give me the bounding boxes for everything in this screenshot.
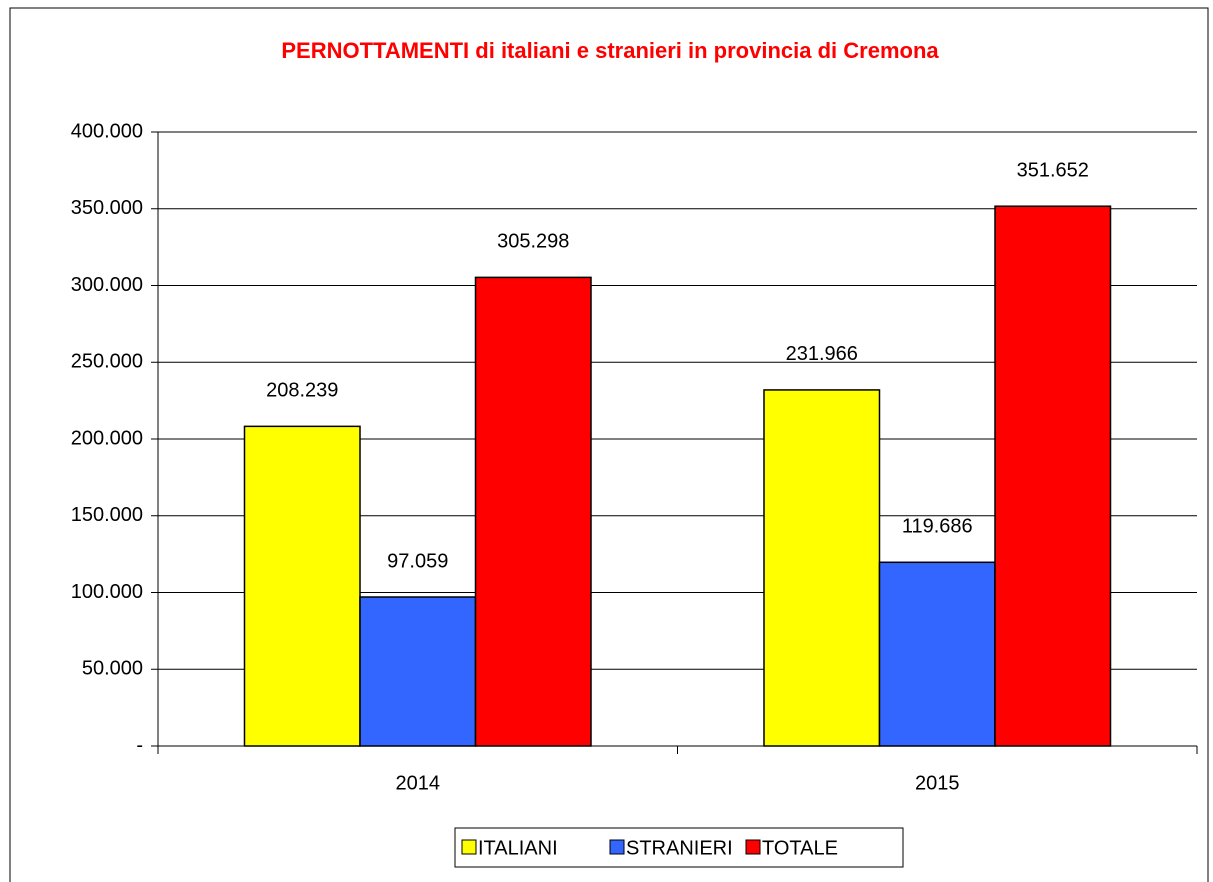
legend-label: TOTALE [762,837,838,859]
y-tick-label: 50.000 [82,658,143,680]
y-tick-label: 300.000 [71,274,143,296]
y-tick-label: 400.000 [71,120,143,142]
legend-swatch [745,839,761,855]
y-tick-label: - [136,734,143,756]
y-tick-label: 200.000 [71,427,143,449]
bar [474,276,592,747]
bar [878,561,996,747]
y-tick-label: 150.000 [71,504,143,526]
legend-swatch [609,839,625,855]
value-label: 97.059 [387,550,448,572]
value-label: 119.686 [902,516,973,538]
chart-title: PERNOTTAMENTI di italiani e stranieri in… [281,38,939,63]
y-tick-label: 250.000 [71,351,143,373]
x-tick-label: 2015 [915,772,960,794]
value-label: 351.652 [1017,159,1089,181]
x-tick-label: 2014 [396,772,441,794]
value-label: 305.298 [497,231,569,253]
value-label: 208.239 [266,380,338,402]
bar [243,425,361,747]
legend-swatch [461,839,477,855]
legend-label: ITALIANI [478,837,558,859]
legend-box [454,827,904,868]
bar [994,205,1112,747]
legend-label: STRANIERI [626,837,733,859]
bar [763,389,881,747]
y-tick-label: 100.000 [71,581,143,603]
bar [359,596,477,747]
value-label: 231.966 [786,343,858,365]
y-tick-label: 350.000 [71,197,143,219]
